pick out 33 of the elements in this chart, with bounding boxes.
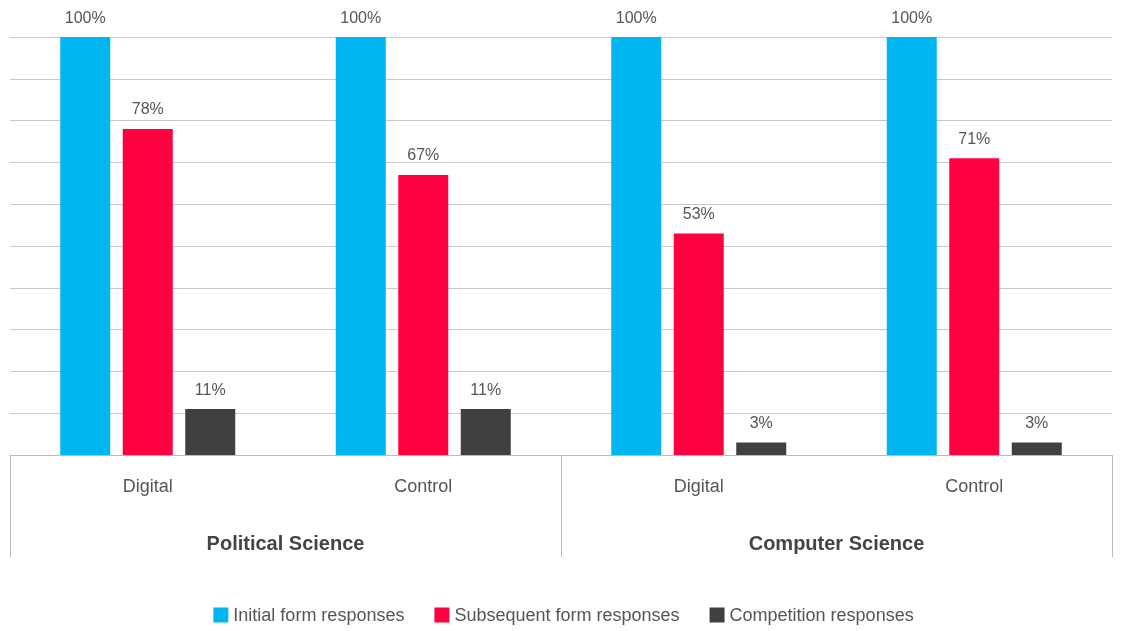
legend-label: Subsequent form responses — [454, 605, 680, 625]
data-label: 11% — [470, 380, 502, 398]
bar — [335, 37, 386, 455]
data-label: 78% — [131, 100, 164, 118]
data-label: 11% — [194, 380, 226, 398]
bar — [886, 37, 937, 455]
bar — [122, 128, 173, 455]
bar — [185, 409, 236, 455]
data-label: 3% — [749, 413, 773, 431]
data-label: 100% — [340, 8, 382, 26]
bar — [460, 409, 511, 455]
x-tick-label: Digital — [122, 476, 173, 496]
data-label: 67% — [407, 146, 440, 164]
data-label: 100% — [891, 8, 933, 26]
bar — [611, 37, 662, 455]
x-tick-label: Control — [394, 476, 453, 496]
x-tick-label: Digital — [673, 476, 724, 496]
text: Political Science — [206, 532, 365, 554]
legend-label: Competition responses — [729, 605, 914, 625]
legend-label: Initial form responses — [233, 605, 405, 625]
bar — [673, 233, 724, 455]
data-label: 71% — [958, 129, 991, 147]
bar — [949, 158, 1000, 455]
x-tick-label: Control — [945, 476, 1004, 496]
bar — [736, 442, 787, 455]
data-label: 100% — [64, 8, 106, 26]
text: Computer Science — [748, 532, 925, 554]
bar — [1011, 442, 1062, 455]
data-label: 100% — [615, 8, 657, 26]
bar — [60, 37, 111, 455]
data-label: 3% — [1025, 413, 1049, 431]
bar — [398, 174, 449, 455]
data-label: 53% — [682, 204, 715, 222]
